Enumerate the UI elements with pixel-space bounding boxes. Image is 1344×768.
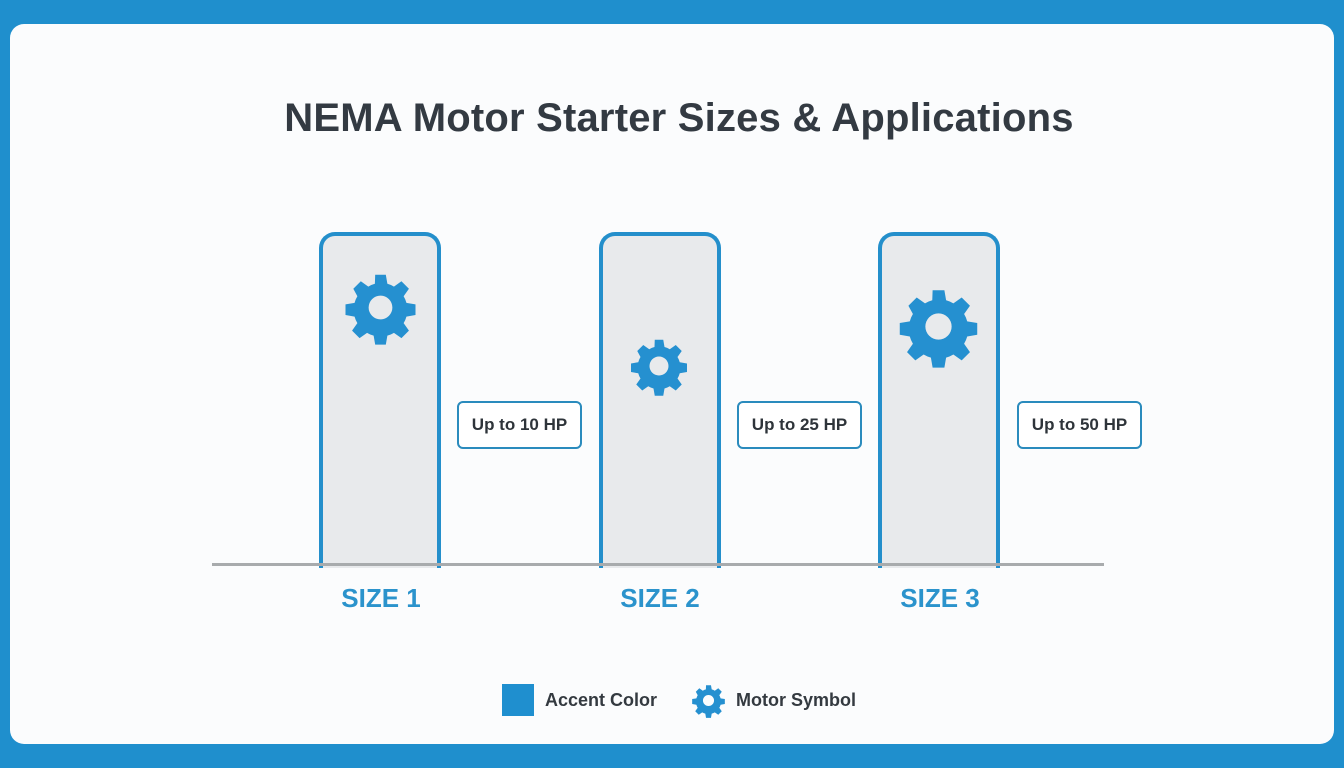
legend-label-accent-color: Accent Color [545,690,658,710]
gear-icon [897,285,980,368]
size-label-3: SIZE 3 [900,583,980,613]
baseline-axis [212,563,1104,566]
hp-rating-label-size-3: Up to 50 HP [1017,401,1142,449]
diagram-title: NEMA Motor Starter Sizes & Applications [284,96,1074,140]
gear-icon [691,683,726,718]
hp-rating-label-size-2: Up to 25 HP [737,401,862,449]
gear-icon [343,270,418,345]
gear-icon [629,336,689,396]
starter-bar-size-2 [599,232,721,568]
legend-label-motor-symbol: Motor Symbol [736,690,856,710]
starter-bar-size-3 [878,232,1000,568]
size-label-1: SIZE 1 [341,583,421,613]
hp-rating-label-size-1: Up to 10 HP [457,401,582,449]
size-label-2: SIZE 2 [620,583,700,613]
accent-color-swatch [502,684,534,716]
